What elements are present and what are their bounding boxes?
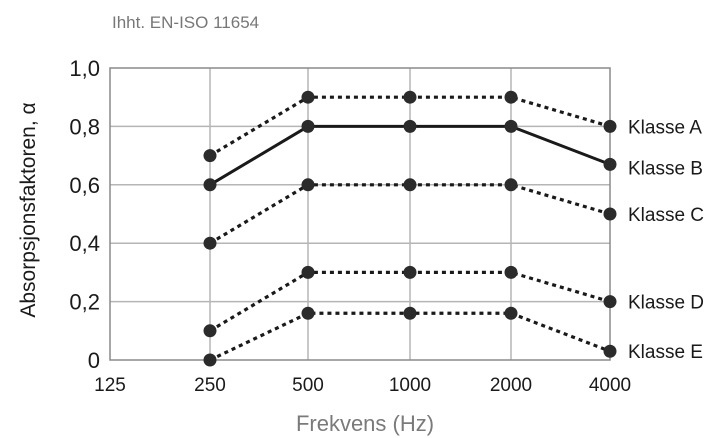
data-point xyxy=(504,119,518,133)
series-layer xyxy=(203,90,617,367)
y-tick-label: 0,8 xyxy=(69,114,100,139)
grid-lines xyxy=(110,68,610,360)
series-klasse-d xyxy=(203,265,617,338)
data-point xyxy=(403,265,417,279)
plot-frame xyxy=(109,67,611,361)
y-tick-label: 1,0 xyxy=(69,56,100,81)
data-point xyxy=(403,306,417,320)
data-point xyxy=(301,90,315,104)
data-point xyxy=(504,306,518,320)
x-tick-label: 2000 xyxy=(490,375,532,396)
y-tick-label: 0,4 xyxy=(69,231,100,256)
data-point xyxy=(603,207,617,221)
data-point xyxy=(301,306,315,320)
series-label: Klasse A xyxy=(628,117,702,138)
data-point xyxy=(301,265,315,279)
series-klasse-e xyxy=(203,306,617,367)
series-klasse-b xyxy=(203,119,617,192)
chart-subtitle: Ihht. EN-ISO 11654 xyxy=(112,13,259,32)
x-tick-label: 500 xyxy=(292,375,324,396)
data-point xyxy=(403,90,417,104)
data-point xyxy=(603,344,617,358)
data-point xyxy=(301,119,315,133)
x-tick-label: 1000 xyxy=(389,375,431,396)
data-point xyxy=(203,324,217,338)
data-point xyxy=(403,119,417,133)
data-point xyxy=(504,265,518,279)
y-tick-label: 0,6 xyxy=(69,173,100,198)
series-label: Klasse E xyxy=(628,342,703,363)
data-point xyxy=(603,295,617,309)
data-point xyxy=(203,149,217,163)
series-labels: Klasse A Klasse B Klasse C Klasse D Klasse E xyxy=(628,117,704,363)
series-klasse-c xyxy=(203,178,617,250)
data-point xyxy=(203,236,217,250)
data-point xyxy=(203,178,217,192)
series-label: Klasse C xyxy=(628,205,704,226)
data-point xyxy=(504,90,518,104)
data-point xyxy=(301,178,315,192)
y-tick-label: 0 xyxy=(88,348,100,373)
x-tick-label: 4000 xyxy=(589,375,631,396)
y-axis-title: Absorpsjonsfaktoren, α xyxy=(17,102,40,317)
data-point xyxy=(203,353,217,367)
x-tick-labels: 125 250 500 1000 2000 4000 xyxy=(94,375,631,396)
data-point xyxy=(403,178,417,192)
x-axis-title: Frekvens (Hz) xyxy=(296,411,434,436)
y-tick-labels: 0 0,2 0,4 0,6 0,8 1,0 xyxy=(69,56,100,373)
y-tick-label: 0,2 xyxy=(69,290,100,315)
x-tick-label: 250 xyxy=(194,375,226,396)
series-label: Klasse D xyxy=(628,293,704,314)
data-point xyxy=(603,119,617,133)
data-point xyxy=(504,178,518,192)
data-point xyxy=(603,157,617,171)
series-label: Klasse B xyxy=(628,158,703,179)
x-tick-label: 125 xyxy=(94,375,126,396)
series-klasse-a xyxy=(203,90,617,163)
